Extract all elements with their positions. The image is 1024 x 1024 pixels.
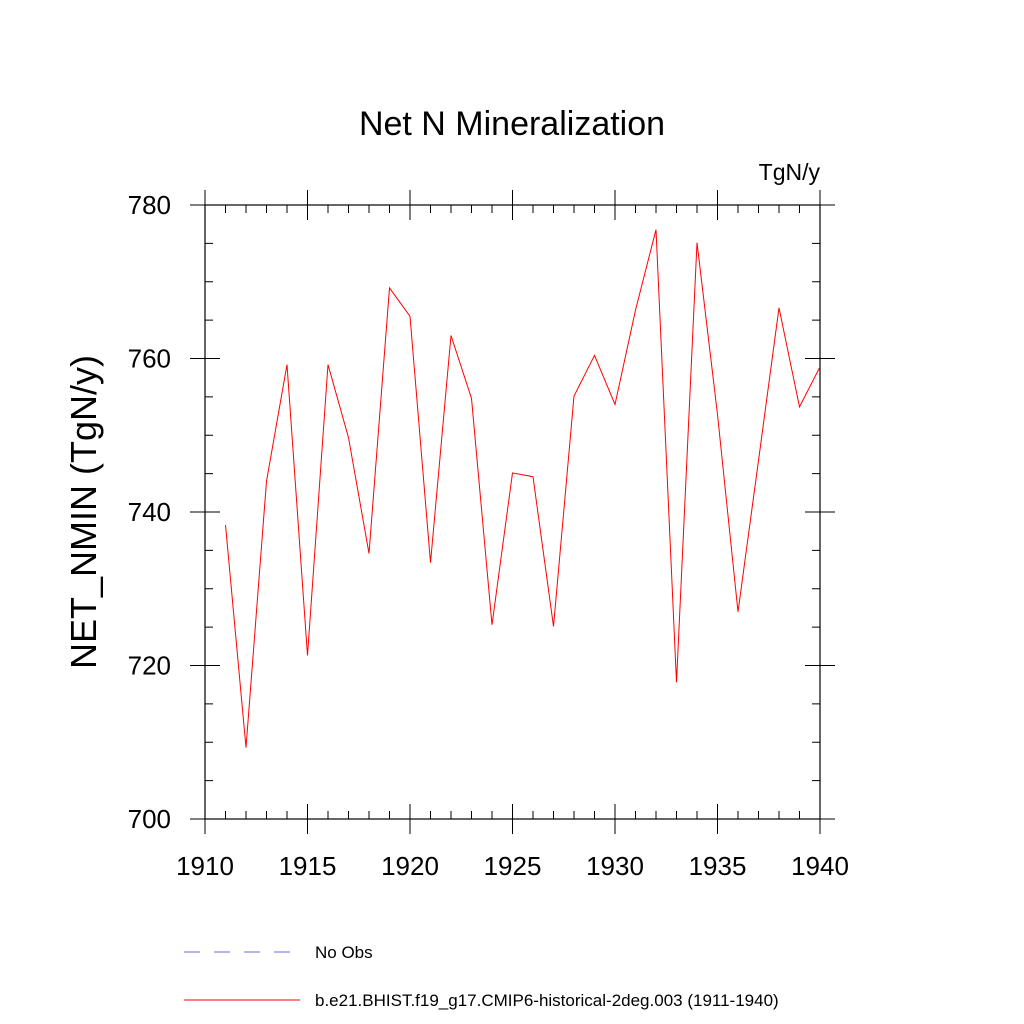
- y-tick-label: 780: [128, 190, 171, 220]
- x-tick-label: 1925: [484, 851, 542, 881]
- major-ticks: [190, 190, 835, 834]
- x-tick-label: 1935: [689, 851, 747, 881]
- y-tick-label: 720: [128, 651, 171, 681]
- x-tick-label: 1915: [279, 851, 337, 881]
- y-tick-label: 760: [128, 344, 171, 374]
- y-tick-labels: 700 720 740 760 780: [128, 190, 171, 834]
- legend-label-no-obs: No Obs: [315, 943, 373, 962]
- x-tick-labels: 1910 1915 1920 1925 1930 1935 1940: [176, 851, 849, 881]
- x-tick-label: 1930: [586, 851, 644, 881]
- x-tick-label: 1920: [381, 851, 439, 881]
- x-tick-label: 1910: [176, 851, 234, 881]
- units-label: TgN/y: [759, 159, 821, 185]
- y-tick-label: 700: [128, 804, 171, 834]
- y-axis-label: NET_NMIN (TgN/y): [63, 355, 104, 669]
- series-layer: [225, 229, 821, 748]
- legend-label-model: b.e21.BHIST.f19_g17.CMIP6-historical-2de…: [315, 991, 779, 1010]
- chart-title: Net N Mineralization: [359, 105, 665, 143]
- series-line: [225, 229, 821, 748]
- x-tick-label: 1940: [791, 851, 849, 881]
- y-tick-label: 740: [128, 497, 171, 527]
- minor-ticks: [205, 205, 820, 819]
- legend: No Obs b.e21.BHIST.f19_g17.CMIP6-histori…: [184, 943, 779, 1010]
